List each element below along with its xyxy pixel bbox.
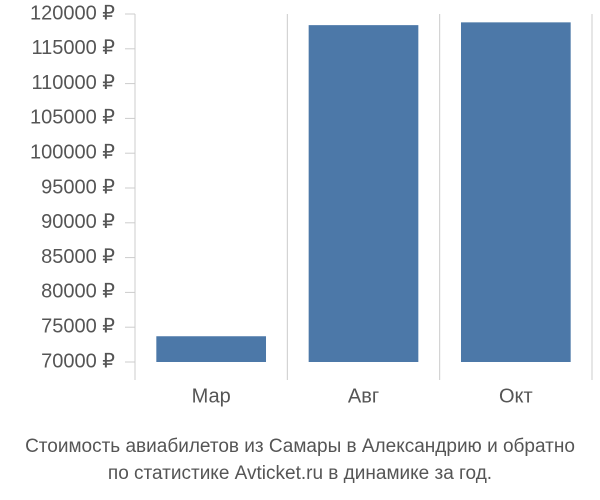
chart-subtitle: по статистике Avticket.ru в динамике за … xyxy=(108,463,492,484)
y-tick-label: 100000 ₽ xyxy=(30,141,115,163)
x-tick-label: Мар xyxy=(192,385,231,407)
y-tick-label: 105000 ₽ xyxy=(30,107,115,129)
chart-title: Стоимость авиабилетов из Самары в Алекса… xyxy=(25,436,575,457)
bar xyxy=(460,22,571,363)
y-tick-label: 75000 ₽ xyxy=(41,315,115,337)
x-tick-label: Окт xyxy=(499,385,533,407)
y-tick-label: 95000 ₽ xyxy=(41,176,115,198)
y-tick-label: 90000 ₽ xyxy=(41,211,115,233)
y-tick-label: 70000 ₽ xyxy=(41,350,115,372)
bar xyxy=(156,336,267,362)
y-tick-label: 110000 ₽ xyxy=(31,72,115,94)
y-tick-label: 80000 ₽ xyxy=(41,281,115,303)
x-tick-label: Авг xyxy=(348,385,379,407)
bar xyxy=(308,25,419,363)
y-tick-label: 115000 ₽ xyxy=(31,37,115,59)
y-tick-label: 85000 ₽ xyxy=(41,246,115,268)
y-tick-label: 120000 ₽ xyxy=(30,2,115,24)
